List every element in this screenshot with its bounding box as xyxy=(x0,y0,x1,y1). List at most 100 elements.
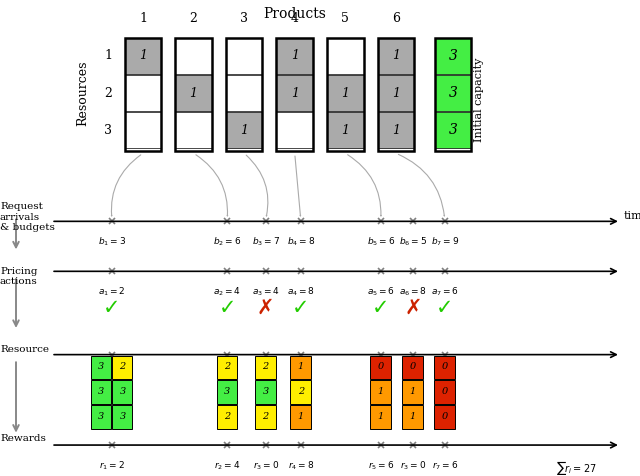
Bar xyxy=(403,356,423,379)
Text: Initial capacity: Initial capacity xyxy=(474,58,484,142)
Text: 1: 1 xyxy=(341,124,349,137)
Text: $a_1=2$: $a_1=2$ xyxy=(98,286,126,298)
Text: 1: 1 xyxy=(341,87,349,99)
Bar xyxy=(403,405,423,429)
Text: 3: 3 xyxy=(120,412,125,421)
Text: 1: 1 xyxy=(298,412,304,421)
Text: 3: 3 xyxy=(99,387,104,396)
Bar xyxy=(175,38,212,74)
Bar xyxy=(226,112,262,148)
Bar xyxy=(175,38,212,151)
Text: $r_3=0$: $r_3=0$ xyxy=(400,459,426,472)
Bar xyxy=(255,405,275,429)
Bar xyxy=(125,38,161,74)
Bar xyxy=(378,38,414,74)
Text: 3: 3 xyxy=(449,86,457,100)
Bar xyxy=(125,75,161,111)
Bar xyxy=(327,38,364,151)
Text: 1: 1 xyxy=(410,412,416,421)
Bar xyxy=(91,356,111,379)
Text: $\sum_i r_i = 27$: $\sum_i r_i = 27$ xyxy=(556,459,596,476)
Text: 1: 1 xyxy=(378,387,384,396)
Bar xyxy=(290,405,310,429)
Bar xyxy=(370,380,390,404)
Text: 2: 2 xyxy=(298,387,304,396)
Bar xyxy=(435,38,471,151)
Bar xyxy=(91,405,111,429)
FancyArrowPatch shape xyxy=(295,156,301,216)
Bar xyxy=(378,38,414,151)
Bar xyxy=(327,112,364,148)
Bar xyxy=(276,38,313,151)
Text: 2: 2 xyxy=(262,363,269,371)
Text: 0: 0 xyxy=(378,363,384,371)
Text: $b_7=9$: $b_7=9$ xyxy=(431,236,459,248)
Text: 1: 1 xyxy=(189,87,198,99)
FancyArrowPatch shape xyxy=(111,155,141,216)
Text: $a_2=4$: $a_2=4$ xyxy=(213,286,241,298)
Text: 3: 3 xyxy=(262,387,269,396)
Bar xyxy=(175,75,212,111)
Bar xyxy=(175,112,212,148)
Text: 1: 1 xyxy=(291,87,299,99)
Bar xyxy=(370,405,390,429)
Text: $a_5=6$: $a_5=6$ xyxy=(367,286,395,298)
Text: 1: 1 xyxy=(410,387,416,396)
Text: 1: 1 xyxy=(139,12,147,25)
Bar xyxy=(112,380,132,404)
Text: ✓: ✓ xyxy=(218,298,236,318)
FancyArrowPatch shape xyxy=(348,155,381,216)
Text: $r_4=8$: $r_4=8$ xyxy=(288,459,314,472)
Bar xyxy=(403,380,423,404)
Bar xyxy=(378,75,414,111)
Text: Resource: Resource xyxy=(0,345,49,354)
Text: time: time xyxy=(624,210,640,221)
Bar xyxy=(378,112,414,148)
Bar xyxy=(112,356,132,379)
Text: $r_5=6$: $r_5=6$ xyxy=(368,459,394,472)
Bar xyxy=(435,75,471,111)
Text: 3: 3 xyxy=(99,363,104,371)
Bar xyxy=(125,38,161,151)
Text: 2: 2 xyxy=(120,363,125,371)
Text: 1: 1 xyxy=(298,363,304,371)
Text: 6: 6 xyxy=(392,12,400,25)
Text: 3: 3 xyxy=(240,12,248,25)
Text: $a_6=8$: $a_6=8$ xyxy=(399,286,427,298)
Bar xyxy=(435,356,455,379)
Text: 1: 1 xyxy=(392,87,400,99)
Text: 3: 3 xyxy=(104,124,112,137)
Text: $b_3=7$: $b_3=7$ xyxy=(252,236,280,248)
Bar xyxy=(276,75,313,111)
Text: $r_1=2$: $r_1=2$ xyxy=(99,459,125,472)
Text: 3: 3 xyxy=(120,387,125,396)
Text: 0: 0 xyxy=(442,387,448,396)
Bar xyxy=(276,112,313,148)
Bar xyxy=(216,356,237,379)
Text: ✓: ✓ xyxy=(436,298,454,318)
Text: 1: 1 xyxy=(139,50,147,62)
Text: 3: 3 xyxy=(449,49,457,63)
Text: Resources: Resources xyxy=(77,60,90,126)
Bar xyxy=(216,380,237,404)
FancyArrowPatch shape xyxy=(398,154,445,216)
Text: ✓: ✓ xyxy=(103,298,121,318)
Text: 1: 1 xyxy=(392,50,400,62)
Text: Products: Products xyxy=(263,7,326,21)
Bar xyxy=(125,112,161,148)
Text: ✓: ✓ xyxy=(292,298,310,318)
Bar xyxy=(112,405,132,429)
Bar xyxy=(216,405,237,429)
Text: $r_3=0$: $r_3=0$ xyxy=(253,459,278,472)
Text: $b_5=6$: $b_5=6$ xyxy=(367,236,395,248)
Bar xyxy=(290,380,310,404)
Text: 0: 0 xyxy=(442,412,448,421)
Text: ✗: ✗ xyxy=(404,298,422,318)
Text: ✓: ✓ xyxy=(372,298,390,318)
Bar xyxy=(435,38,471,74)
Text: Pricing
actions: Pricing actions xyxy=(0,267,38,286)
Text: 1: 1 xyxy=(240,124,248,137)
Text: 2: 2 xyxy=(262,412,269,421)
Text: 1: 1 xyxy=(291,50,299,62)
Text: 0: 0 xyxy=(442,363,448,371)
